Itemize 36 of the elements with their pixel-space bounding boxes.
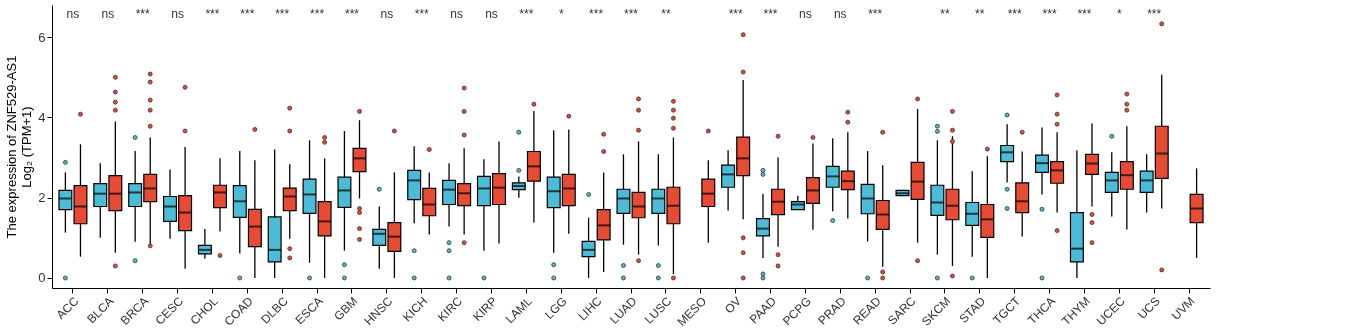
annotation: *** <box>310 7 325 21</box>
annotation: ** <box>940 7 950 21</box>
x-tick-label: OV <box>721 294 745 317</box>
annotation: *** <box>728 7 743 21</box>
y-axis-title: The expression of ZNF529-AS1 Log₂ (TPM+1) <box>4 55 35 239</box>
annotation: * <box>558 7 564 21</box>
annotation: ns <box>380 7 394 21</box>
annotation: *** <box>344 7 360 21</box>
annotation: *** <box>135 7 151 21</box>
annotation: ns <box>485 7 498 21</box>
annotation: *** <box>1042 7 1057 21</box>
annotation: *** <box>1147 7 1162 21</box>
annotation: ns <box>101 7 115 21</box>
y-tick-label: 0 <box>38 270 46 286</box>
y-tick-label: 2 <box>38 190 46 206</box>
annotation: *** <box>1077 7 1092 21</box>
annotation: *** <box>763 7 778 21</box>
annotation: ns <box>833 7 847 21</box>
annotation: *** <box>589 7 604 21</box>
annotation: ** <box>975 7 985 21</box>
annotation: *** <box>868 7 883 21</box>
annotation: *** <box>275 7 290 21</box>
annotation: *** <box>1007 7 1023 21</box>
annotation: *** <box>205 7 220 21</box>
annotation: *** <box>414 7 430 21</box>
y-tick-label: 6 <box>38 29 46 45</box>
annotation: ns <box>799 7 812 21</box>
annotation: *** <box>623 7 639 21</box>
annotation: ns <box>66 7 80 21</box>
annotation: *** <box>240 7 255 21</box>
y-tick-label: 4 <box>38 109 46 125</box>
annotation: ** <box>661 7 671 21</box>
annotation: ns <box>171 7 184 21</box>
annotation: ns <box>450 7 463 21</box>
annotation: * <box>1116 7 1122 21</box>
annotation: *** <box>519 7 534 21</box>
